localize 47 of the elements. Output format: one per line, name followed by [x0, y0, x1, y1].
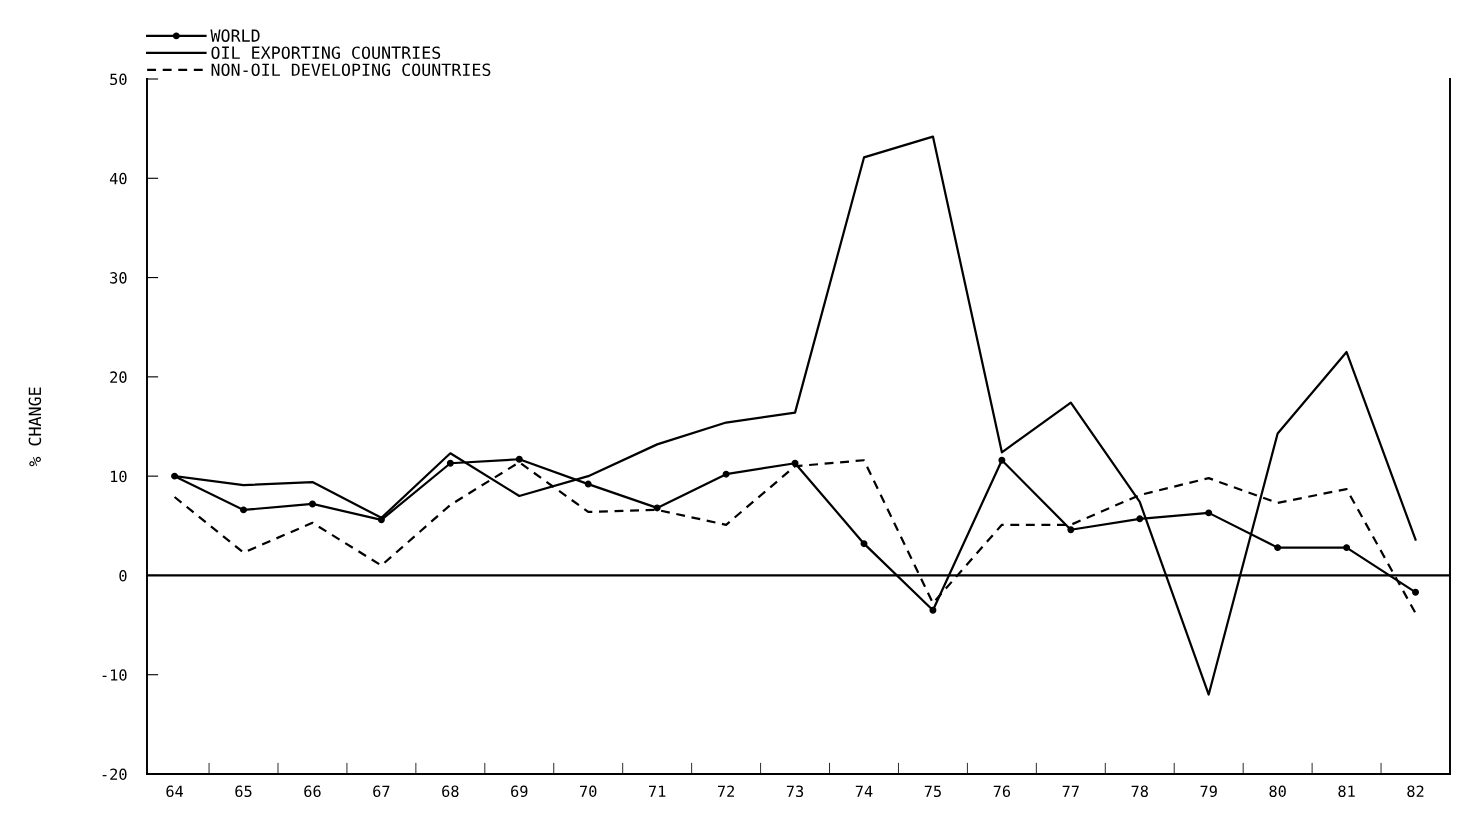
y-axis-title: % CHANGE — [28, 387, 42, 467]
point — [1412, 588, 1420, 596]
x-tick-label: 66 — [304, 785, 321, 798]
point — [240, 506, 247, 514]
y-tick-label: -10 — [102, 669, 127, 681]
x-tick-label: 67 — [373, 785, 390, 798]
legend-label: WORLD — [210, 29, 260, 42]
point — [1067, 526, 1075, 534]
point — [1274, 544, 1282, 552]
legend-label: OIL EXPORTING COUNTRIES — [211, 46, 441, 59]
y-tick-label: 30 — [110, 272, 127, 284]
y-tick-label: 0 — [119, 569, 127, 582]
y-tick-label: 20 — [110, 371, 127, 383]
point — [1343, 544, 1351, 552]
point — [1136, 515, 1144, 523]
point — [929, 606, 937, 614]
x-tick-label: 75 — [924, 785, 941, 798]
x-tick-label: 80 — [1269, 785, 1286, 798]
x-tick-label: 77 — [1062, 785, 1079, 797]
legend-label: NON-OIL DEVELOPING COUNTRIES — [211, 63, 491, 77]
x-tick-label: 71 — [649, 785, 666, 797]
point — [722, 470, 730, 478]
point — [446, 459, 454, 467]
y-tick-label: -20 — [102, 768, 127, 781]
x-tick-label: 65 — [235, 785, 252, 798]
x-tick-label: 72 — [717, 785, 735, 797]
x-tick-label: 73 — [786, 785, 804, 798]
point — [1205, 509, 1213, 517]
x-tick-label: 69 — [511, 785, 528, 798]
y-tick-label: 40 — [109, 172, 127, 185]
x-tick-label: 74 — [855, 785, 873, 797]
point — [860, 540, 868, 548]
x-tick-label: 81 — [1338, 785, 1355, 798]
x-tick-label: 76 — [993, 785, 1011, 798]
x-tick-label: 79 — [1200, 785, 1217, 798]
point — [584, 480, 592, 488]
x-tick-label: 70 — [580, 785, 597, 798]
x-tick-label: 68 — [442, 785, 459, 798]
point — [308, 500, 316, 508]
point — [998, 456, 1006, 464]
y-tick-label: 50 — [110, 73, 127, 86]
x-tick-label: 78 — [1131, 785, 1148, 798]
x-tick-label: 82 — [1407, 785, 1424, 798]
point — [515, 455, 523, 463]
x-tick-label: 64 — [166, 785, 184, 798]
point — [653, 504, 661, 512]
y-tick-label: 10 — [111, 470, 127, 483]
